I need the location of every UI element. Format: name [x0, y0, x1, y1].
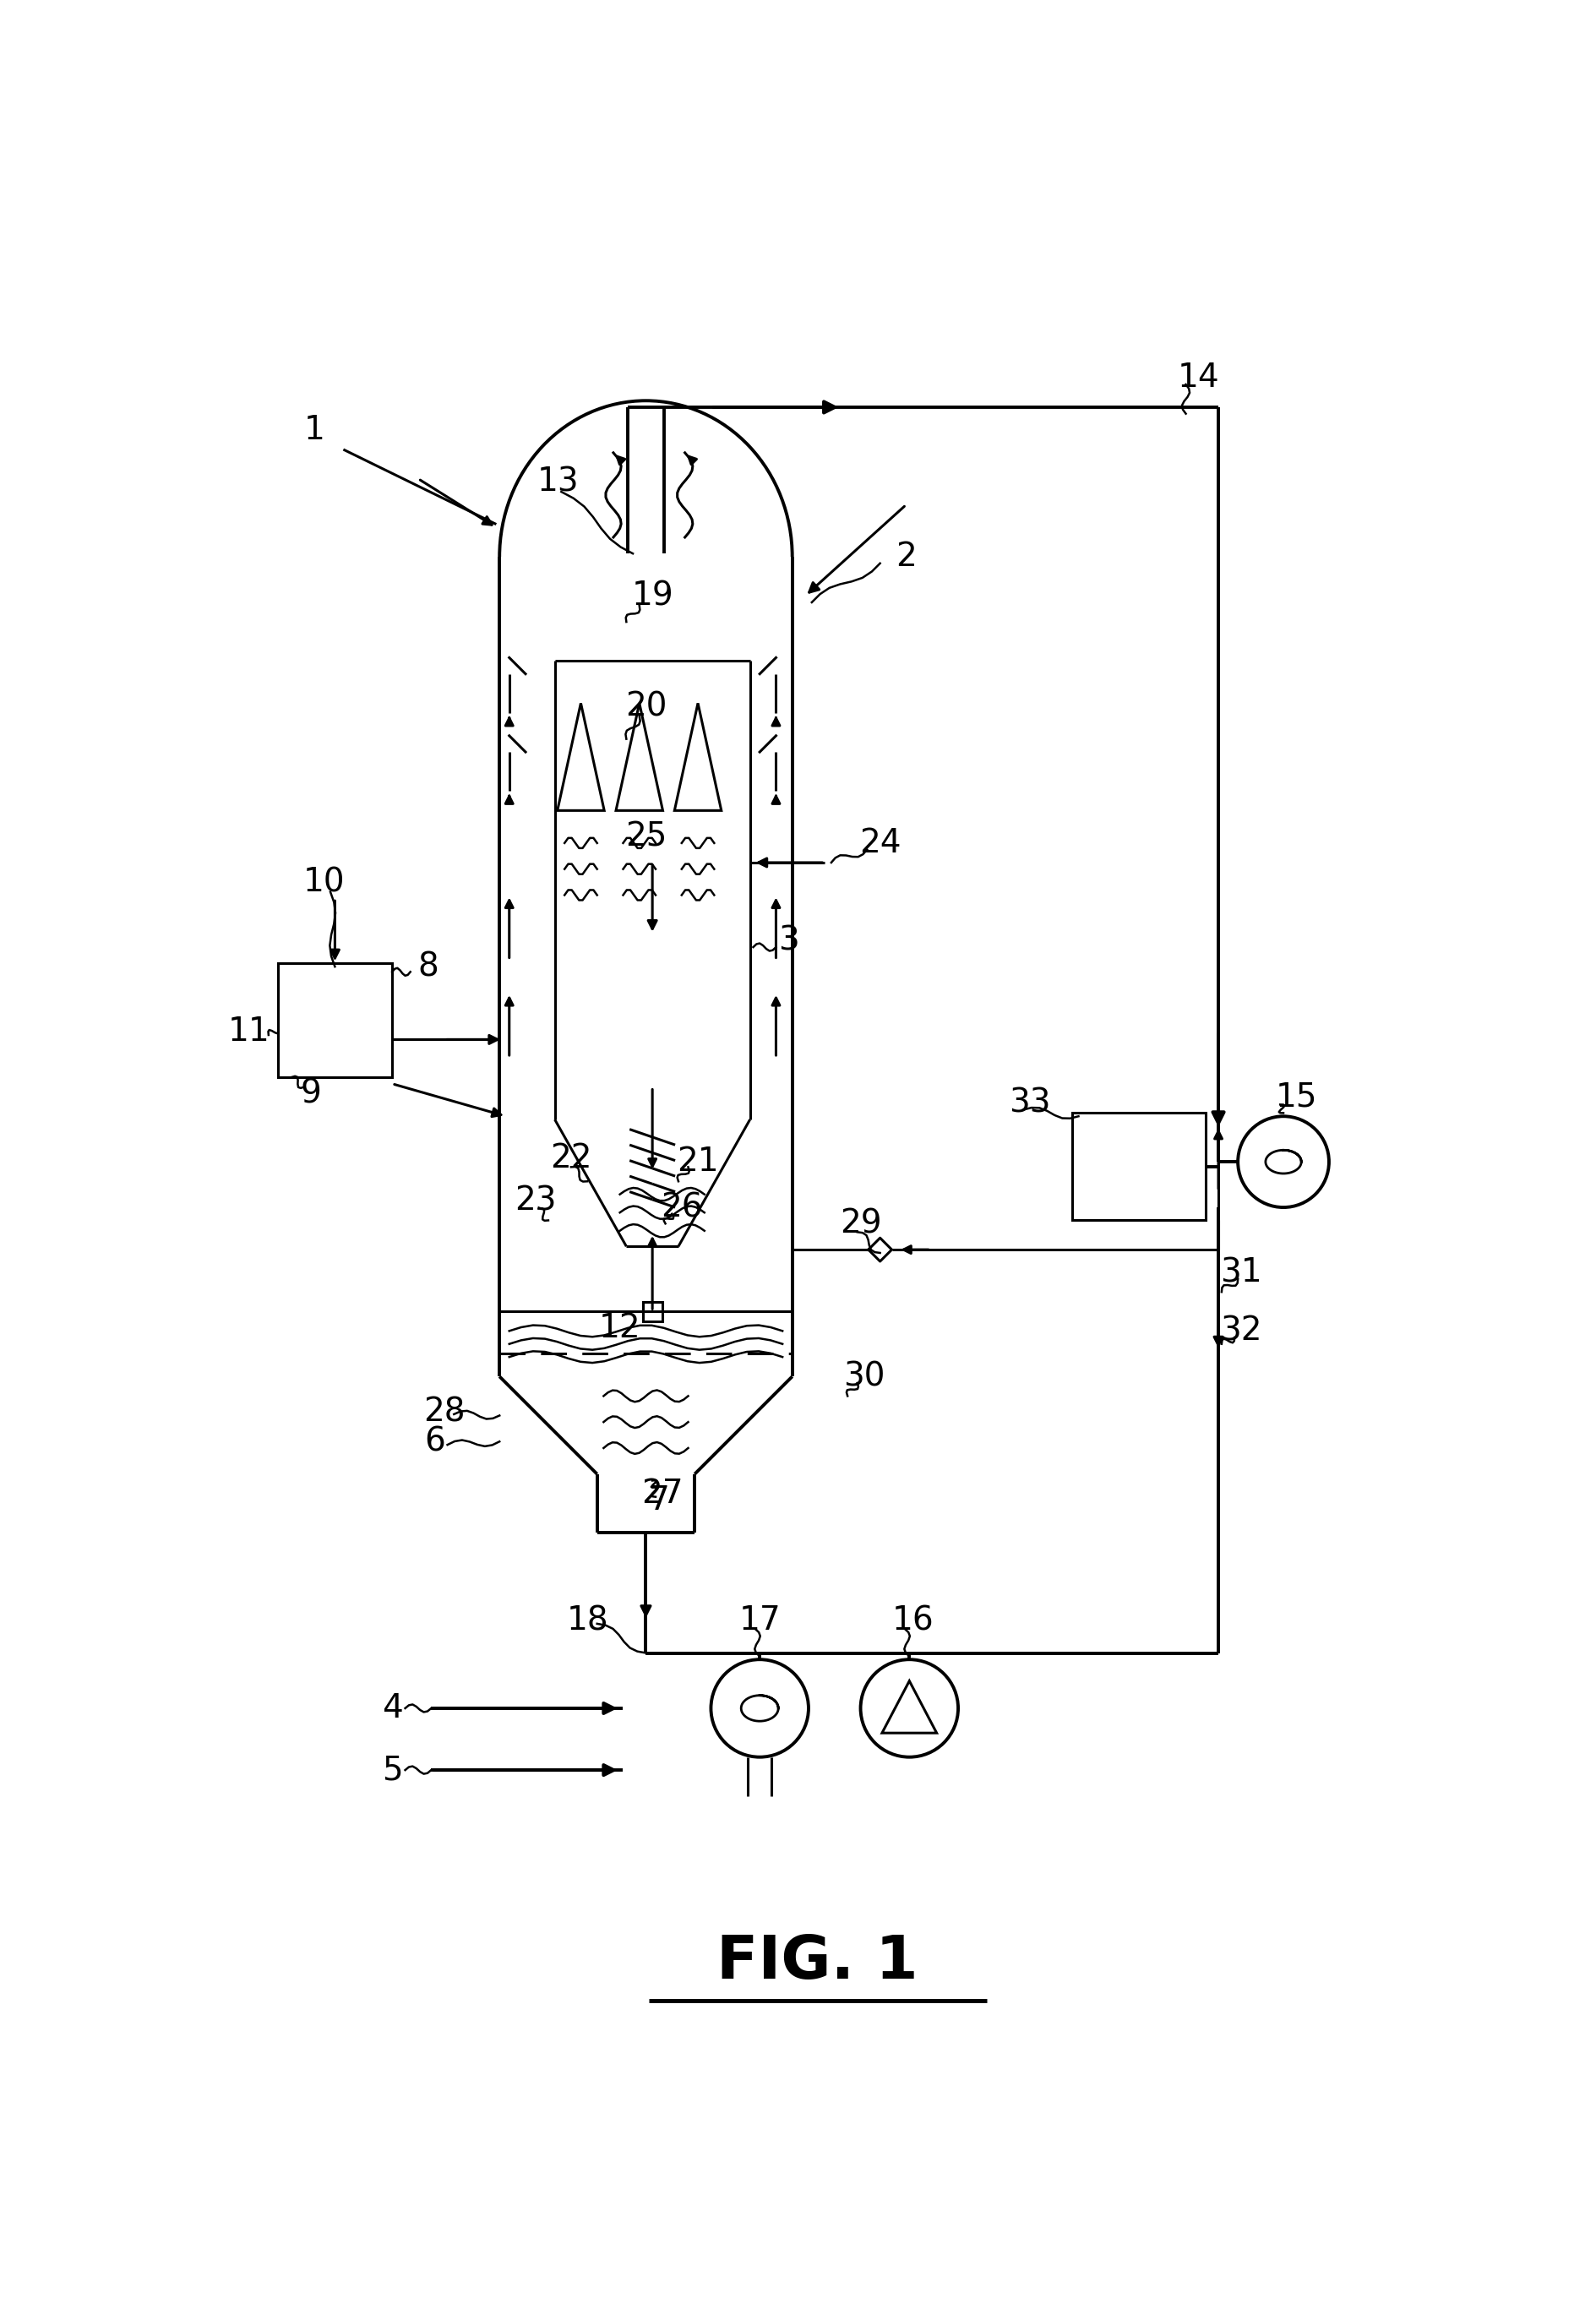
Text: 24: 24 — [859, 827, 902, 859]
Text: FIG. 1: FIG. 1 — [717, 1933, 918, 1990]
Text: 14: 14 — [1178, 363, 1219, 395]
Text: 31: 31 — [1221, 1256, 1262, 1288]
Text: 5: 5 — [381, 1755, 402, 1787]
Text: 18: 18 — [567, 1605, 608, 1637]
Text: 1: 1 — [303, 413, 324, 446]
Text: 11: 11 — [228, 1016, 270, 1048]
Text: 26: 26 — [661, 1191, 702, 1224]
Text: 32: 32 — [1221, 1314, 1262, 1346]
Text: 22: 22 — [551, 1143, 592, 1175]
Text: 16: 16 — [892, 1605, 934, 1637]
Text: 6: 6 — [425, 1425, 445, 1457]
Text: 17: 17 — [739, 1605, 780, 1637]
Bar — [1073, 1113, 1205, 1221]
Bar — [643, 1302, 662, 1321]
Text: 13: 13 — [538, 466, 579, 499]
Text: 28: 28 — [423, 1397, 464, 1429]
Text: 10: 10 — [303, 866, 345, 898]
Text: 20: 20 — [626, 690, 667, 723]
Text: 27: 27 — [642, 1478, 683, 1510]
Text: 4: 4 — [381, 1692, 402, 1725]
Text: 30: 30 — [843, 1360, 884, 1392]
Text: 2: 2 — [895, 540, 916, 573]
Text: 25: 25 — [626, 820, 667, 852]
Bar — [278, 963, 393, 1078]
Text: 12: 12 — [598, 1312, 642, 1344]
Text: 15: 15 — [1275, 1081, 1317, 1113]
Text: 9: 9 — [300, 1078, 321, 1111]
Text: 29: 29 — [839, 1208, 881, 1240]
Text: 19: 19 — [632, 580, 674, 612]
Text: 3: 3 — [779, 924, 800, 956]
Text: 8: 8 — [418, 951, 439, 984]
Text: 23: 23 — [514, 1185, 555, 1217]
Text: 33: 33 — [1009, 1088, 1050, 1120]
Text: 7: 7 — [648, 1485, 669, 1517]
Text: 21: 21 — [677, 1145, 718, 1178]
